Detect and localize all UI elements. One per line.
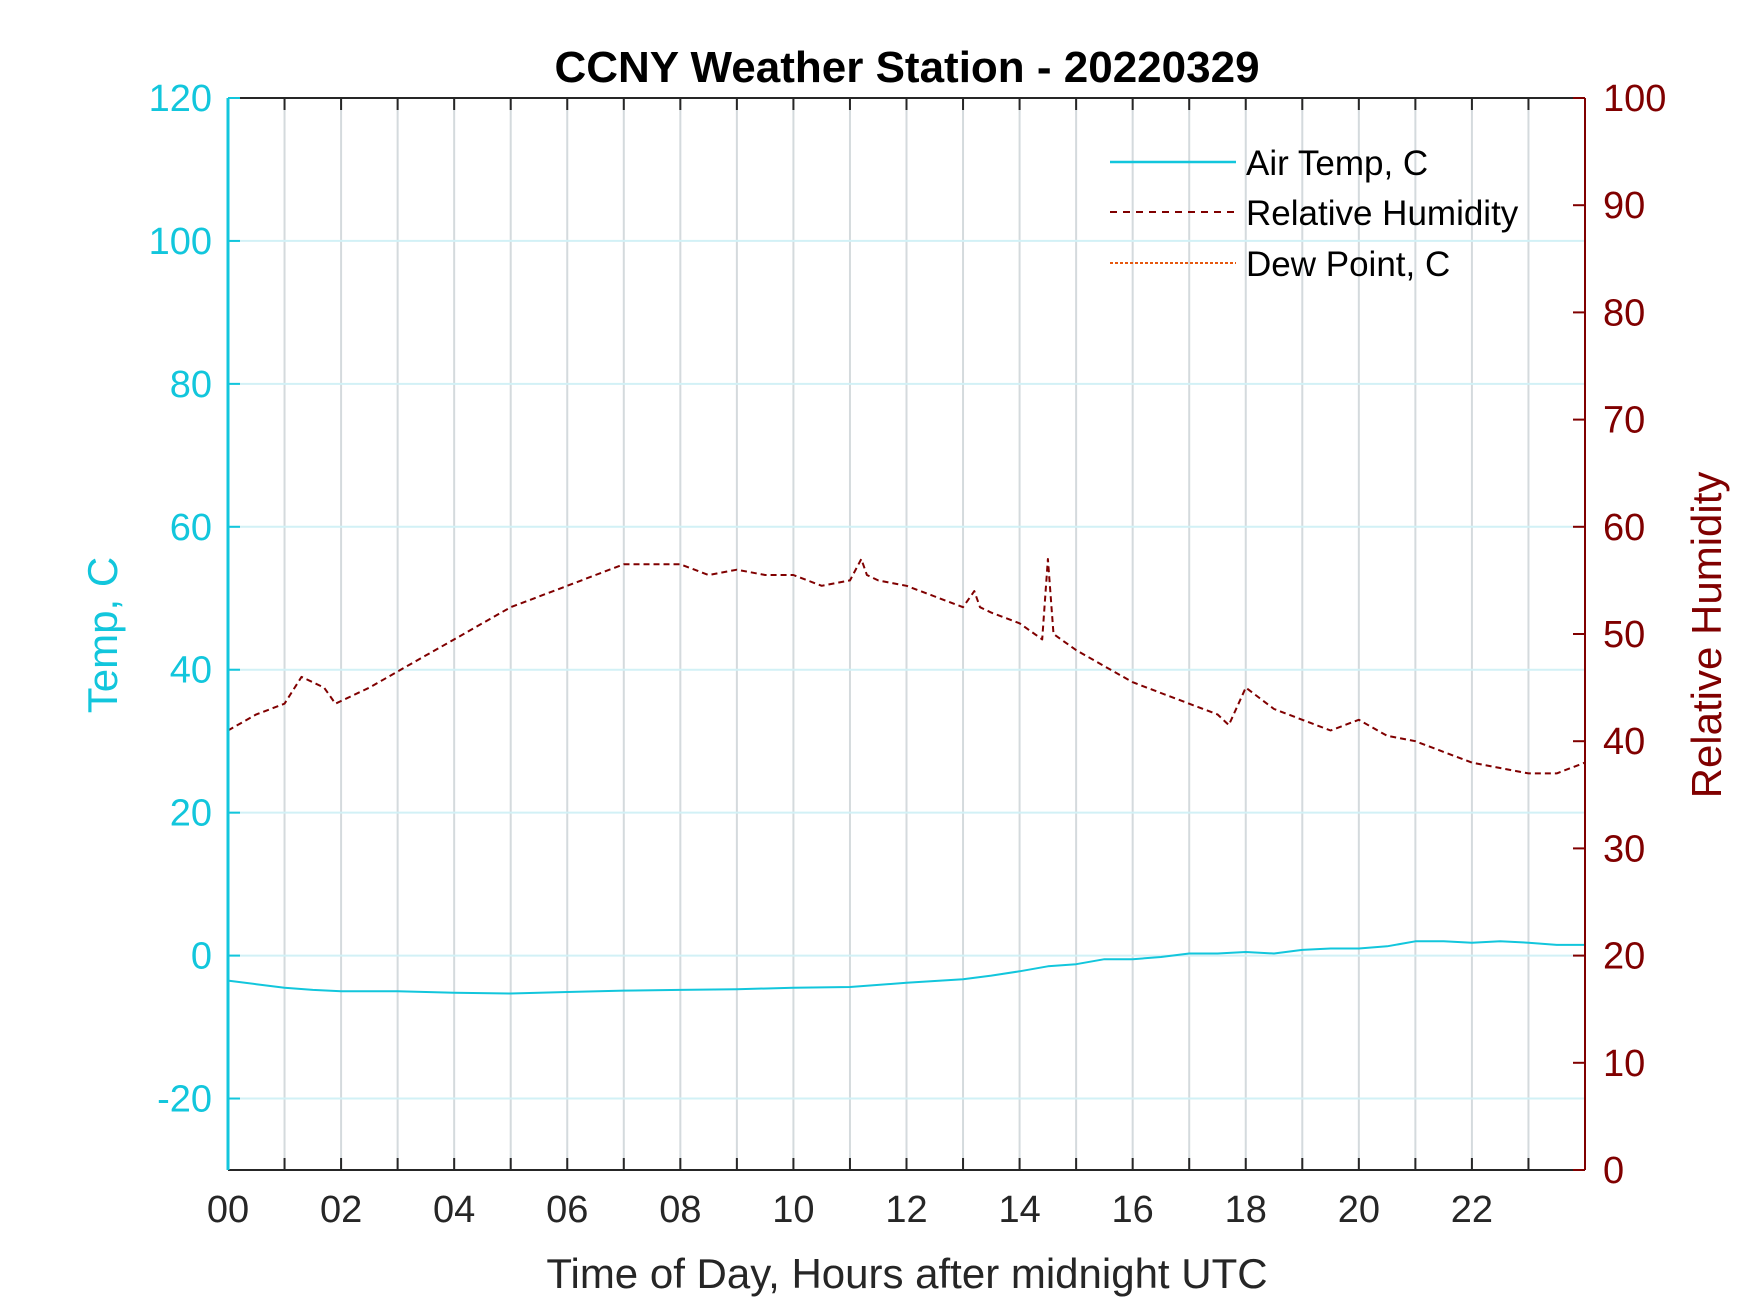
y-right-axis-label: Relative Humidity xyxy=(1683,472,1730,799)
y-right-tick-label: 50 xyxy=(1603,614,1645,656)
plot-lines xyxy=(227,558,1586,995)
x-tick-label: 18 xyxy=(1225,1189,1267,1231)
x-tick-label: 10 xyxy=(772,1189,814,1231)
y-right-tick-label: 80 xyxy=(1603,292,1645,334)
x-axis-label: Time of Day, Hours after midnight UTC xyxy=(546,1250,1267,1297)
legend: Air Temp, C Relative Humidity Dew Point,… xyxy=(1110,144,1519,284)
y-right-tick-label: 20 xyxy=(1603,936,1645,978)
x-tick-label: 02 xyxy=(320,1189,362,1231)
chart-title: CCNY Weather Station - 20220329 xyxy=(554,43,1259,92)
x-tick-label: 20 xyxy=(1338,1189,1380,1231)
legend-label-air-temp: Air Temp, C xyxy=(1246,144,1428,183)
y-right-tick-label: 70 xyxy=(1603,400,1645,442)
y-left-tick-label: 0 xyxy=(191,936,212,978)
y-left-tick-label: 60 xyxy=(170,507,212,549)
y-left-tick-label: 80 xyxy=(170,364,212,406)
y-right-tick-label: 10 xyxy=(1603,1043,1645,1085)
x-tick-label: 16 xyxy=(1112,1189,1154,1231)
y-left-tick-label: 40 xyxy=(170,650,212,692)
y-right-tick-label: 100 xyxy=(1603,78,1666,120)
y-right-tick-label: 0 xyxy=(1603,1150,1624,1192)
x-tick-label: 08 xyxy=(659,1189,701,1231)
legend-label-relative-humidity: Relative Humidity xyxy=(1246,194,1519,233)
grid xyxy=(228,98,1585,1170)
y-left-tick-label: 100 xyxy=(149,221,212,263)
y-right-tick-label: 30 xyxy=(1603,828,1645,870)
x-tick-label: 22 xyxy=(1451,1189,1493,1231)
x-tick-label: 12 xyxy=(885,1189,927,1231)
x-tick-label: 06 xyxy=(546,1189,588,1231)
y-right-tick-label: 60 xyxy=(1603,507,1645,549)
y-right-tick-label: 90 xyxy=(1603,185,1645,227)
y-right-tick-label: 40 xyxy=(1603,721,1645,763)
series-line-relative-humidity xyxy=(227,558,1586,775)
y-left-axis-label: Temp, C xyxy=(79,557,126,713)
y-left-tick-label: 20 xyxy=(170,793,212,835)
x-tick-label: 04 xyxy=(433,1189,475,1231)
y-left-tick-label: 120 xyxy=(149,78,212,120)
legend-label-dew-point: Dew Point, C xyxy=(1246,245,1450,284)
ticks: 00 02 04 06 08 10 12 14 16 18 20 22-200204060801001… xyxy=(149,78,1667,1231)
x-tick-label: 00 xyxy=(207,1189,249,1231)
series-line-air-temp-c xyxy=(227,940,1585,995)
x-tick-label: 14 xyxy=(998,1189,1040,1231)
y-left-tick-label: -20 xyxy=(157,1079,212,1121)
